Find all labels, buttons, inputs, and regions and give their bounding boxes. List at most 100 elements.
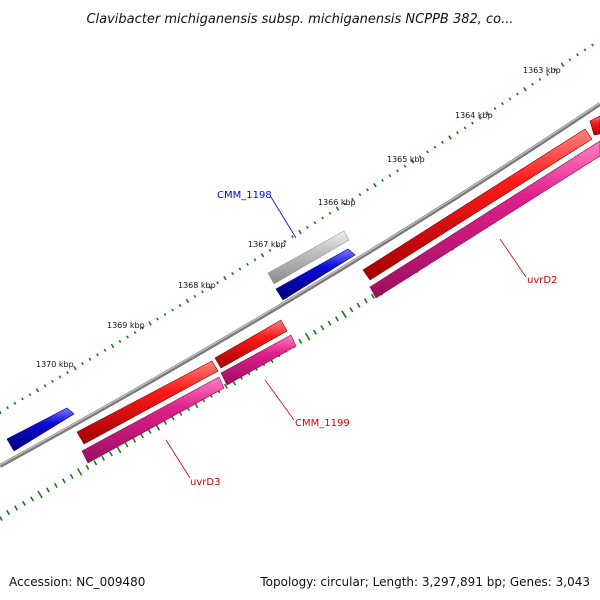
genome-backbone-highlight xyxy=(0,102,600,466)
accession-text: Accession: NC_009480 xyxy=(9,575,145,589)
tick-label-1365: 1365 kbp xyxy=(387,155,425,164)
outer-tick-mark xyxy=(21,397,24,401)
outer-tick-mark xyxy=(388,174,392,178)
tick-label-1370: 1370 kbp xyxy=(36,360,74,369)
outer-tick-mark xyxy=(591,43,594,47)
outer-tick-mark xyxy=(501,102,504,106)
outer-tick-mark xyxy=(381,178,384,182)
outer-tick-mark xyxy=(51,379,54,383)
outer-tick-mark xyxy=(516,92,519,96)
outer-tick-mark xyxy=(208,285,212,289)
outer-tick-mark xyxy=(88,357,92,361)
inner-tick-mark xyxy=(147,428,152,434)
inner-tick-mark xyxy=(53,482,58,488)
tick-label-1367: 1367 kbp xyxy=(248,240,286,249)
outer-tick-mark xyxy=(335,206,340,211)
inner-tick-mark xyxy=(69,473,74,479)
label-uvrD3[interactable]: uvrD3 xyxy=(190,477,220,488)
gene-red-upper[interactable] xyxy=(362,128,593,281)
tick-label-1369: 1369 kbp xyxy=(107,321,145,330)
gene-feature-blue-left[interactable] xyxy=(6,407,75,452)
outer-tick-mark xyxy=(141,326,144,330)
leader-uvrD2 xyxy=(499,238,527,278)
outer-tick-mark xyxy=(35,387,40,393)
outer-tick-mark xyxy=(456,131,459,135)
genome-backbone xyxy=(0,102,600,468)
leader-uvrD3 xyxy=(165,439,191,479)
outer-tick-mark xyxy=(28,392,32,397)
outer-tick-mark xyxy=(73,365,77,371)
outer-tick-mark xyxy=(426,150,429,154)
gene-feature-grey[interactable] xyxy=(267,230,350,285)
outer-tick-mark xyxy=(493,107,497,111)
gene-red-middle[interactable] xyxy=(214,319,288,369)
outer-tick-mark xyxy=(110,343,115,349)
inner-tick-mark xyxy=(37,490,43,499)
outer-tick-mark xyxy=(6,406,9,410)
leader-cmm1198 xyxy=(270,196,297,239)
outer-tick-mark xyxy=(148,321,152,326)
gene-cmm1198[interactable] xyxy=(275,248,356,301)
inner-tick-mark xyxy=(223,383,228,389)
outer-tick-mark xyxy=(216,281,219,285)
inner-tick-mark xyxy=(313,329,317,335)
outer-tick-mark xyxy=(185,298,190,304)
outer-tick-mark xyxy=(126,335,129,339)
outer-tick-mark xyxy=(163,312,167,317)
outer-tick-mark xyxy=(133,330,137,335)
tick-label-1366: 1366 kbp xyxy=(318,198,356,207)
inner-tick-mark xyxy=(356,302,361,308)
outer-tick-mark xyxy=(81,362,84,366)
label-uvrD2[interactable]: uvrD2 xyxy=(527,275,557,286)
outer-tick-mark xyxy=(546,72,549,77)
outer-tick-mark xyxy=(223,275,227,281)
outer-tick-mark xyxy=(253,258,257,262)
outer-tick-ring xyxy=(0,43,594,415)
outer-tick-mark xyxy=(576,53,579,57)
inner-tick-mark xyxy=(85,464,90,470)
outer-tick-mark xyxy=(366,188,369,192)
outer-tick-mark xyxy=(193,294,197,298)
gene-cmm1199[interactable] xyxy=(220,334,297,386)
outer-tick-mark xyxy=(418,155,422,159)
outer-tick-mark xyxy=(96,353,99,357)
outer-tick-mark xyxy=(568,58,572,62)
gene-red-lower[interactable] xyxy=(76,360,219,445)
outer-tick-mark xyxy=(448,135,452,140)
outer-tick-mark xyxy=(246,262,249,266)
outer-tick-mark xyxy=(343,202,347,206)
gene-uvrD2[interactable] xyxy=(369,140,600,299)
inner-tick-mark xyxy=(349,307,354,313)
outer-tick-mark xyxy=(485,111,490,116)
outer-tick-mark xyxy=(410,159,415,164)
outer-tick-mark xyxy=(171,308,174,312)
tick-label-1368: 1368 kbp xyxy=(178,281,216,290)
inner-tick-mark xyxy=(61,478,66,484)
outer-tick-mark xyxy=(268,248,272,253)
tick-label-1364: 1364 kbp xyxy=(455,111,493,120)
gene-red-edge[interactable] xyxy=(589,115,600,136)
outer-tick-mark xyxy=(583,48,587,52)
outer-tick-mark xyxy=(403,164,407,168)
outer-tick-mark xyxy=(178,303,182,308)
inner-tick-mark xyxy=(6,509,10,516)
outer-tick-mark xyxy=(0,410,2,415)
inner-tick-mark xyxy=(93,460,98,466)
outer-tick-mark xyxy=(523,86,527,92)
outer-tick-mark xyxy=(291,235,294,239)
outer-tick-mark xyxy=(471,121,474,125)
gene-uvrD3[interactable] xyxy=(81,376,225,464)
label-cmm1199[interactable]: CMM_1199 xyxy=(295,418,350,429)
outer-tick-mark xyxy=(328,211,332,215)
outer-tick-mark xyxy=(538,77,542,81)
outer-tick-mark xyxy=(321,216,324,220)
map-title: Clavibacter michiganensis subsp. michiga… xyxy=(86,12,513,27)
outer-tick-mark xyxy=(553,68,557,72)
outer-tick-mark xyxy=(313,221,317,225)
outer-tick-mark xyxy=(66,370,69,375)
label-cmm1198[interactable]: CMM_1198 xyxy=(217,190,272,201)
inner-tick-mark xyxy=(320,325,325,331)
outer-tick-mark xyxy=(441,140,444,144)
inner-tick-mark xyxy=(101,455,106,461)
